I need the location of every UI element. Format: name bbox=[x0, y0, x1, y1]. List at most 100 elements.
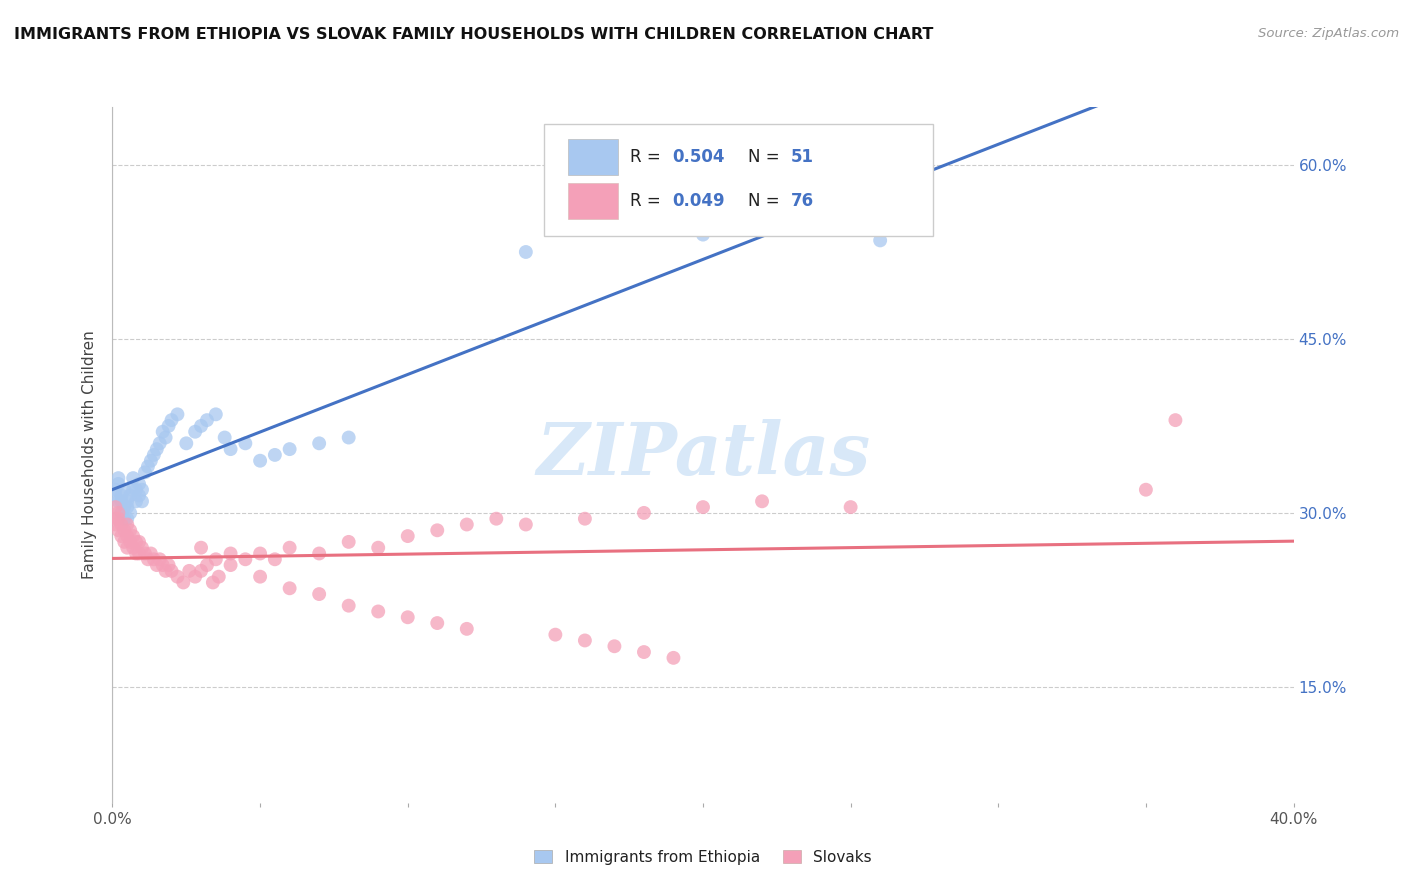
Text: R =: R = bbox=[630, 148, 666, 166]
Point bbox=[208, 570, 231, 584]
Text: 0.504: 0.504 bbox=[672, 148, 724, 166]
Point bbox=[125, 483, 148, 497]
Text: N =: N = bbox=[748, 148, 785, 166]
Point bbox=[367, 541, 389, 555]
Point bbox=[146, 442, 169, 456]
Point bbox=[117, 511, 138, 525]
Point bbox=[122, 483, 145, 497]
Point bbox=[107, 523, 129, 537]
Point bbox=[112, 534, 135, 549]
Point bbox=[160, 413, 183, 427]
Point bbox=[190, 541, 212, 555]
Point bbox=[308, 546, 330, 561]
Point bbox=[110, 489, 132, 503]
Point bbox=[128, 534, 150, 549]
Point bbox=[249, 570, 271, 584]
Legend: Immigrants from Ethiopia, Slovaks: Immigrants from Ethiopia, Slovaks bbox=[534, 850, 872, 864]
Point bbox=[131, 541, 153, 555]
Point bbox=[131, 494, 153, 508]
Point bbox=[120, 489, 142, 503]
FancyBboxPatch shape bbox=[568, 183, 619, 219]
Point bbox=[219, 546, 242, 561]
Point bbox=[134, 546, 156, 561]
Point bbox=[308, 436, 330, 450]
Point bbox=[205, 552, 228, 566]
Point bbox=[233, 552, 256, 566]
FancyBboxPatch shape bbox=[544, 124, 934, 235]
Point bbox=[278, 541, 301, 555]
Point bbox=[190, 564, 212, 578]
Point bbox=[104, 489, 127, 503]
Point bbox=[574, 633, 596, 648]
Point bbox=[131, 483, 153, 497]
Point bbox=[839, 500, 862, 514]
Point bbox=[205, 407, 228, 421]
Point bbox=[456, 622, 478, 636]
Point bbox=[152, 558, 174, 573]
Point bbox=[367, 605, 389, 619]
Point bbox=[157, 558, 180, 573]
Point bbox=[214, 430, 236, 444]
Point bbox=[174, 436, 197, 450]
Point bbox=[166, 407, 188, 421]
Point bbox=[149, 436, 172, 450]
Text: N =: N = bbox=[748, 192, 785, 210]
Point bbox=[112, 500, 135, 514]
Text: IMMIGRANTS FROM ETHIOPIA VS SLOVAK FAMILY HOUSEHOLDS WITH CHILDREN CORRELATION C: IMMIGRANTS FROM ETHIOPIA VS SLOVAK FAMIL… bbox=[14, 27, 934, 42]
Point bbox=[120, 523, 142, 537]
Point bbox=[125, 534, 148, 549]
Point bbox=[117, 541, 138, 555]
Point bbox=[396, 610, 419, 624]
Point bbox=[149, 552, 172, 566]
Point bbox=[692, 227, 714, 242]
Point bbox=[515, 517, 537, 532]
Point bbox=[219, 442, 242, 456]
Point bbox=[195, 413, 218, 427]
Point bbox=[139, 453, 162, 467]
Point bbox=[107, 506, 129, 520]
Point bbox=[110, 494, 132, 508]
Point bbox=[308, 587, 330, 601]
Point bbox=[485, 511, 508, 525]
Point bbox=[1164, 413, 1187, 427]
Point bbox=[219, 558, 242, 573]
Point bbox=[1135, 483, 1157, 497]
Point bbox=[515, 244, 537, 259]
Point bbox=[201, 575, 224, 590]
Point bbox=[278, 442, 301, 456]
Point bbox=[179, 564, 201, 578]
Point bbox=[337, 430, 360, 444]
Point bbox=[112, 511, 135, 525]
Point bbox=[190, 418, 212, 433]
Point bbox=[869, 233, 891, 247]
Y-axis label: Family Households with Children: Family Households with Children bbox=[82, 331, 97, 579]
Point bbox=[574, 511, 596, 525]
Point bbox=[142, 552, 165, 566]
Point bbox=[122, 529, 145, 543]
Point bbox=[456, 517, 478, 532]
Point bbox=[120, 506, 142, 520]
Point bbox=[633, 645, 655, 659]
Point bbox=[107, 511, 129, 525]
Point bbox=[249, 546, 271, 561]
Point bbox=[662, 651, 685, 665]
Text: R =: R = bbox=[630, 192, 666, 210]
Point bbox=[110, 529, 132, 543]
Point bbox=[104, 517, 127, 532]
Point bbox=[104, 500, 127, 514]
Point bbox=[136, 459, 159, 474]
Point bbox=[603, 639, 626, 653]
Point bbox=[184, 425, 207, 439]
FancyBboxPatch shape bbox=[568, 139, 619, 175]
Point bbox=[122, 471, 145, 485]
Point bbox=[152, 425, 174, 439]
Point bbox=[146, 558, 169, 573]
Point bbox=[155, 564, 177, 578]
Point bbox=[264, 552, 287, 566]
Point bbox=[117, 494, 138, 508]
Point bbox=[337, 599, 360, 613]
Point bbox=[107, 476, 129, 491]
Point bbox=[117, 500, 138, 514]
Point bbox=[233, 436, 256, 450]
Point bbox=[544, 628, 567, 642]
